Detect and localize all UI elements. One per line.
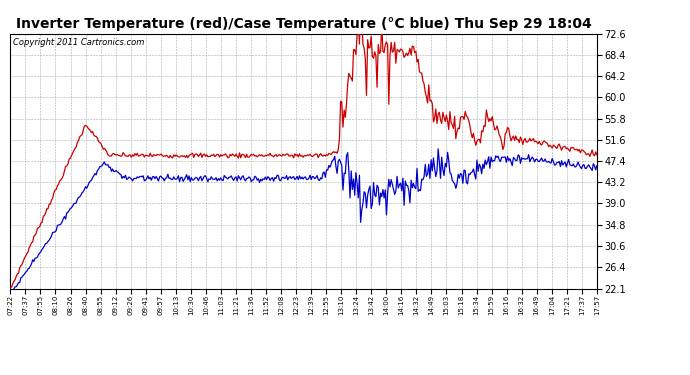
Title: Inverter Temperature (red)/Case Temperature (°C blue) Thu Sep 29 18:04: Inverter Temperature (red)/Case Temperat…: [16, 17, 591, 31]
Text: Copyright 2011 Cartronics.com: Copyright 2011 Cartronics.com: [13, 38, 145, 46]
